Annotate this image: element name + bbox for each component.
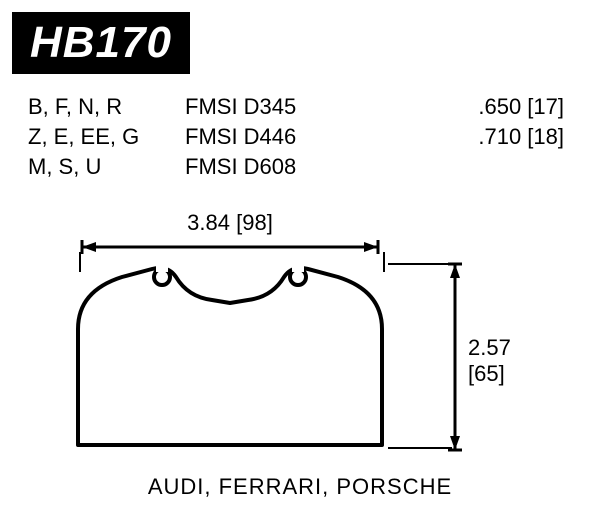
height-mm: [65] (468, 361, 588, 387)
fmsi-line-3: FMSI D608 (185, 152, 296, 182)
spec-sheet: HB170 B, F, N, R Z, E, EE, G M, S, U FMS… (0, 0, 600, 518)
height-inches: 2.57 (468, 335, 588, 361)
part-number-header: HB170 (12, 12, 190, 74)
part-number: HB170 (30, 18, 172, 67)
fmsi-line-2: FMSI D446 (185, 122, 296, 152)
height-leader-lines (388, 262, 452, 452)
codes-line-3: M, S, U (28, 152, 139, 182)
height-dimension-label: 2.57 [65] (468, 335, 588, 387)
compound-codes: B, F, N, R Z, E, EE, G M, S, U (28, 92, 139, 182)
width-inches: 3.84 (187, 210, 230, 235)
thickness-line-1: .650 [17] (478, 92, 564, 122)
width-dimension-label: 3.84 [98] (80, 210, 380, 236)
fmsi-codes: FMSI D345 FMSI D446 FMSI D608 (185, 92, 296, 182)
thickness-line-2: .710 [18] (478, 122, 564, 152)
width-mm: [98] (236, 210, 273, 235)
codes-line-1: B, F, N, R (28, 92, 139, 122)
fmsi-line-1: FMSI D345 (185, 92, 296, 122)
codes-line-2: Z, E, EE, G (28, 122, 139, 152)
thickness-specs: .650 [17] .710 [18] (478, 92, 564, 152)
width-leader-lines (78, 252, 388, 272)
brake-pad-outline (72, 255, 388, 455)
vehicle-brands: AUDI, FERRARI, PORSCHE (0, 474, 600, 500)
